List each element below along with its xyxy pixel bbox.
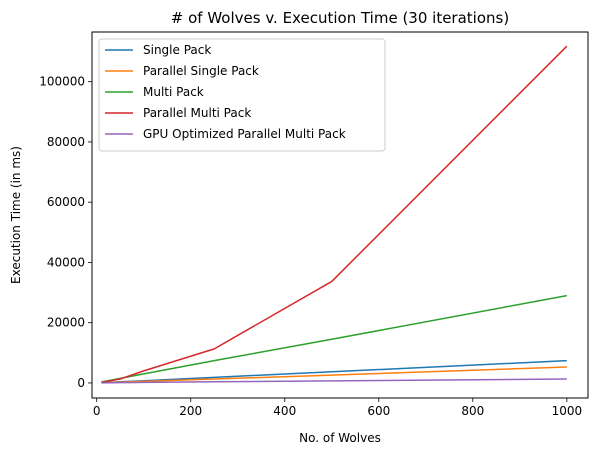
legend-label-1: Parallel Single Pack	[143, 64, 259, 78]
y-tick-label: 80000	[47, 135, 85, 149]
series-line-3	[101, 45, 568, 384]
plot-area	[101, 45, 568, 384]
x-axis-label: No. of Wolves	[299, 431, 381, 445]
plot-frame	[91, 31, 589, 399]
y-tick-label: 60000	[47, 195, 85, 209]
x-tick-label: 800	[461, 404, 484, 418]
y-axis: 0 20000 40000 60000 80000 100000	[39, 75, 92, 390]
y-tick-label: 100000	[39, 75, 85, 89]
series-line-4	[101, 378, 567, 384]
legend-label-3: Parallel Multi Pack	[143, 106, 251, 120]
legend-label-2: Multi Pack	[143, 85, 204, 99]
x-tick-label: 200	[179, 404, 202, 418]
y-tick-label: 40000	[47, 255, 85, 269]
x-tick-label: 0	[93, 404, 101, 418]
legend-label-0: Single Pack	[143, 43, 211, 57]
x-tick-label: 600	[367, 404, 390, 418]
y-tick-label: 0	[77, 376, 85, 390]
x-tick-label: 400	[273, 404, 296, 418]
chart-title: # of Wolves v. Execution Time (30 iterat…	[171, 9, 509, 27]
y-tick-label: 20000	[47, 316, 85, 330]
y-axis-label: Execution Time (in ms)	[9, 146, 23, 284]
x-axis: 0 200 400 600 800 1000	[93, 398, 582, 418]
x-tick-label: 1000	[552, 404, 583, 418]
legend: Single Pack Parallel Single Pack Multi Pac…	[98, 38, 386, 152]
legend-box	[98, 38, 386, 152]
legend-label-4: GPU Optimized Parallel Multi Pack	[143, 127, 346, 141]
